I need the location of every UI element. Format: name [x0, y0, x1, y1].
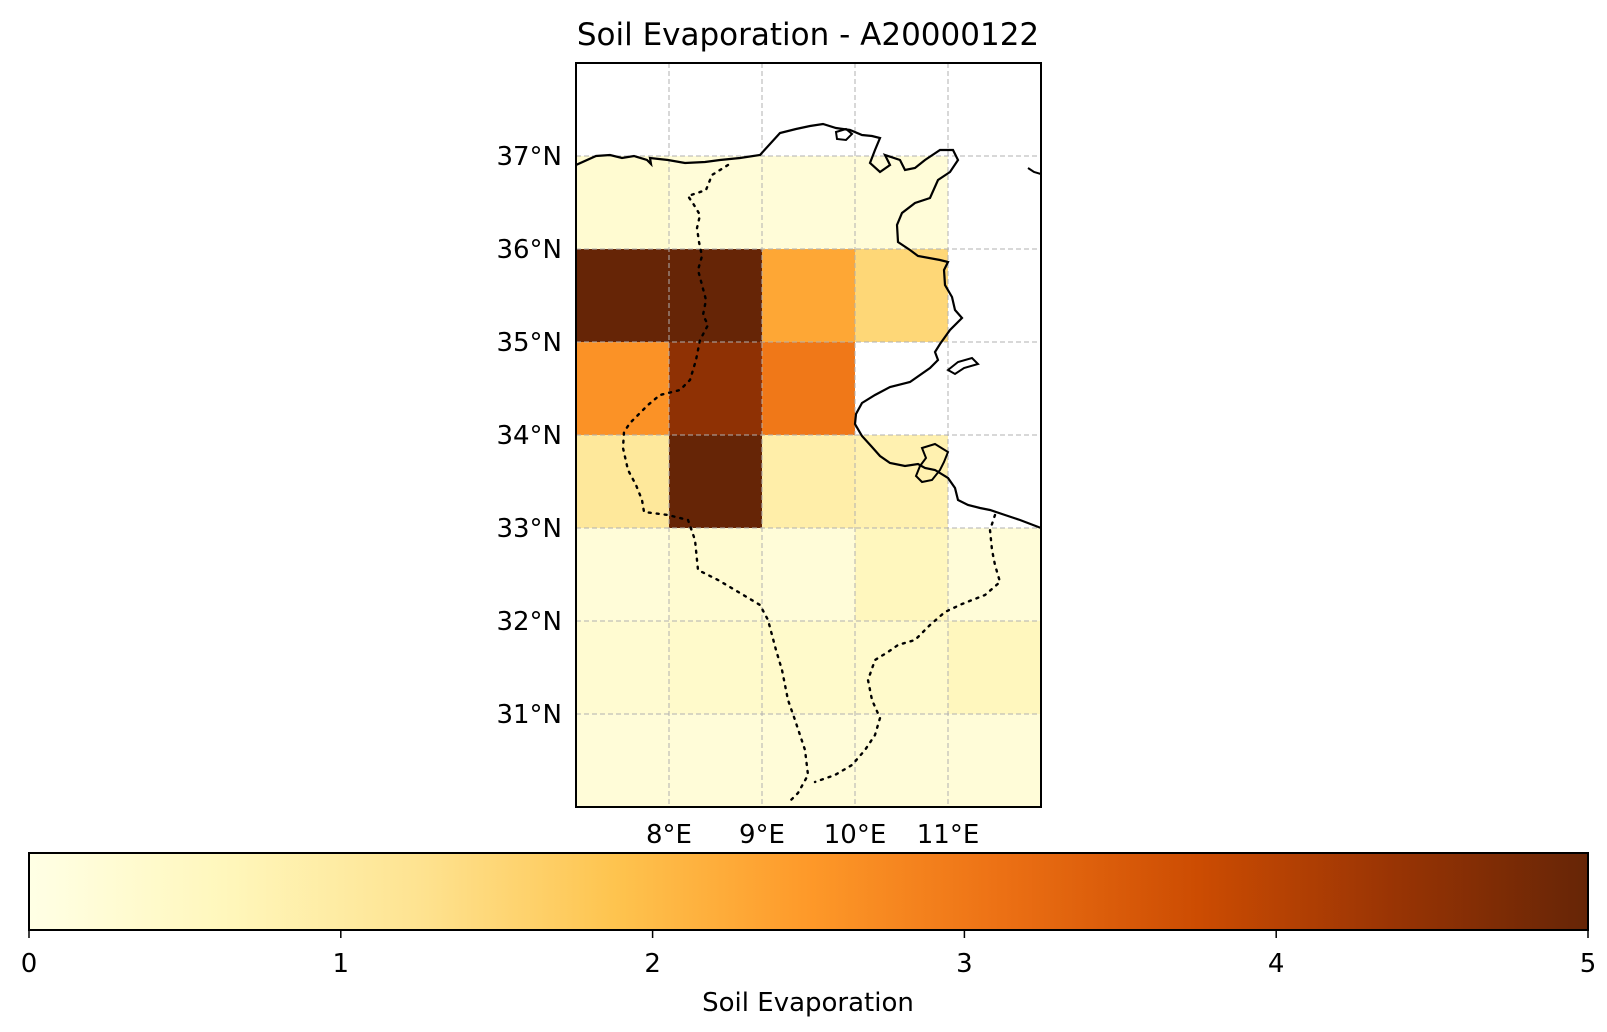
heatmap-cell — [762, 528, 855, 621]
heatmap-cell — [576, 156, 669, 249]
heatmap-cell — [669, 714, 762, 807]
heatmap-cell — [762, 714, 855, 807]
heatmap-cell — [855, 156, 948, 249]
gridlines — [576, 63, 1041, 807]
lon-tick-label: 10°E — [824, 820, 887, 850]
heatmap-cell — [855, 249, 948, 342]
heatmap-cell — [669, 528, 762, 621]
colorbar-ticks: 0 1 2 3 4 5 — [21, 930, 1597, 979]
colorbar-tick-label: 4 — [1268, 949, 1285, 979]
heatmap-cell — [762, 156, 855, 249]
lon-tick-label: 11°E — [917, 820, 980, 850]
country-border — [621, 163, 1002, 805]
lat-tick-label: 34°N — [496, 421, 562, 451]
heatmap-cell — [576, 342, 669, 435]
colorbar-tick-label: 1 — [333, 949, 350, 979]
lon-tick-label: 9°E — [739, 820, 785, 850]
heatmap-cell — [855, 528, 948, 621]
colorbar-tick-label: 3 — [956, 949, 973, 979]
colorbar-tick-label: 0 — [21, 949, 38, 979]
heatmap-cell — [948, 528, 1041, 621]
heatmap-cell — [576, 249, 669, 342]
colorbar-label: Soil Evaporation — [702, 988, 914, 1018]
chart-title: Soil Evaporation - A20000122 — [577, 17, 1039, 53]
heatmap-cell — [669, 621, 762, 714]
heatmap-cell — [855, 435, 948, 528]
lat-tick-label: 36°N — [496, 235, 562, 265]
heatmap-cells — [576, 156, 1041, 807]
heatmap-cell — [762, 621, 855, 714]
lat-tick-label: 32°N — [496, 607, 562, 637]
latitude-tick-labels: 37°N 36°N 35°N 34°N 33°N 32°N 31°N — [496, 142, 562, 730]
coastline — [576, 122, 1041, 530]
heatmap-cell — [948, 621, 1041, 714]
heatmap-cell — [576, 621, 669, 714]
lat-tick-label: 31°N — [496, 700, 562, 730]
heatmap-cell — [762, 435, 855, 528]
heatmap-cell — [762, 342, 855, 435]
lat-tick-label: 37°N — [496, 142, 562, 172]
colorbar-tick-label: 5 — [1580, 949, 1597, 979]
lat-tick-label: 35°N — [496, 328, 562, 358]
heatmap-cell — [576, 714, 669, 807]
heatmap-cell — [855, 621, 948, 714]
map-frame — [575, 62, 1042, 808]
heatmap-cell — [669, 342, 762, 435]
lon-tick-label: 8°E — [646, 820, 692, 850]
heatmap-cell — [855, 714, 948, 807]
longitude-tick-labels: 8°E 9°E 10°E 11°E — [646, 820, 979, 850]
heatmap-cell — [762, 249, 855, 342]
lat-tick-label: 33°N — [496, 514, 562, 544]
heatmap-cell — [948, 714, 1041, 807]
colorbar-tick-label: 2 — [644, 949, 661, 979]
heatmap-cell — [669, 249, 762, 342]
colorbar — [28, 852, 1589, 931]
heatmap-cell — [576, 528, 669, 621]
heatmap-cell — [669, 156, 762, 249]
heatmap-cell — [669, 435, 762, 528]
